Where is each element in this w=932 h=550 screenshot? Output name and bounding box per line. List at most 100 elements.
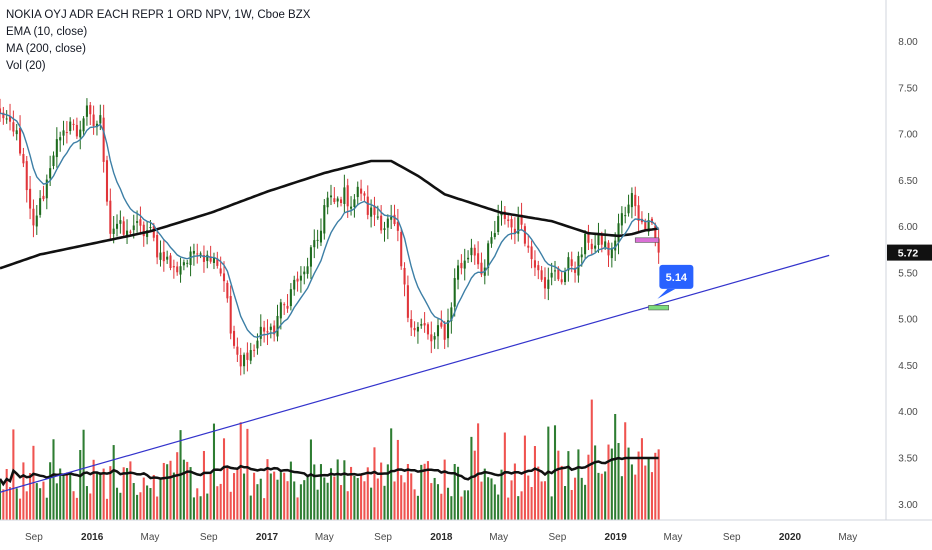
candle[interactable]: [627, 194, 630, 217]
candle[interactable]: [463, 248, 466, 281]
candle[interactable]: [553, 260, 557, 281]
candle[interactable]: [443, 320, 446, 349]
candle[interactable]: [8, 103, 12, 131]
annotations[interactable]: 5.14: [634, 237, 694, 311]
candle[interactable]: [323, 199, 326, 240]
candle[interactable]: [29, 175, 32, 220]
candle[interactable]: [102, 104, 105, 173]
candle[interactable]: [326, 191, 329, 215]
candle[interactable]: [550, 262, 553, 286]
time-axis[interactable]: Sep 2016 May Sep 2017 May Sep 2018 May Sep 2019 May…: [25, 532, 857, 543]
candle[interactable]: [209, 245, 212, 264]
candle[interactable]: [176, 261, 179, 276]
candle[interactable]: [246, 342, 249, 372]
candle[interactable]: [406, 275, 409, 323]
last-price-marker[interactable]: [887, 244, 932, 261]
legend-ma[interactable]: MA (200, close): [6, 43, 86, 55]
candle[interactable]: [189, 246, 192, 277]
candle[interactable]: [497, 204, 500, 236]
price-box[interactable]: [648, 305, 669, 311]
candle[interactable]: [433, 332, 436, 349]
candle[interactable]: [212, 252, 216, 270]
candle[interactable]: [65, 120, 68, 144]
candle[interactable]: [259, 314, 262, 347]
candle[interactable]: [306, 257, 309, 279]
candle[interactable]: [487, 240, 490, 276]
candle[interactable]: [594, 233, 597, 253]
candle[interactable]: [79, 120, 82, 150]
candle[interactable]: [273, 320, 276, 342]
candle[interactable]: [69, 117, 72, 135]
candle[interactable]: [239, 347, 242, 376]
candle[interactable]: [303, 266, 306, 285]
candle[interactable]: [139, 206, 142, 235]
candle[interactable]: [503, 205, 506, 225]
candle[interactable]: [460, 254, 463, 275]
candle[interactable]: [253, 344, 256, 358]
candle[interactable]: [62, 120, 65, 146]
candle[interactable]: [396, 208, 399, 242]
price-box[interactable]: [634, 237, 659, 243]
candle[interactable]: [85, 98, 88, 126]
candle[interactable]: [156, 228, 159, 265]
candle[interactable]: [637, 196, 640, 232]
candle[interactable]: [82, 116, 85, 136]
candle[interactable]: [216, 251, 219, 269]
candle[interactable]: [35, 205, 38, 235]
candle[interactable]: [574, 261, 577, 283]
candle[interactable]: [329, 184, 333, 206]
candle[interactable]: [89, 101, 92, 126]
candle[interactable]: [309, 245, 312, 280]
candle[interactable]: [416, 322, 419, 344]
candle[interactable]: [363, 191, 366, 201]
candle[interactable]: [186, 259, 189, 268]
candle[interactable]: [266, 319, 269, 346]
candle[interactable]: [25, 155, 28, 203]
candle[interactable]: [383, 221, 386, 242]
candle[interactable]: [450, 302, 453, 334]
candle[interactable]: [263, 320, 266, 343]
candle[interactable]: [470, 238, 473, 263]
candle[interactable]: [467, 250, 470, 263]
candle[interactable]: [490, 231, 493, 248]
candle[interactable]: [169, 252, 172, 271]
candle[interactable]: [547, 267, 550, 301]
candle[interactable]: [42, 185, 45, 202]
candle[interactable]: [233, 325, 236, 349]
candle[interactable]: [423, 312, 426, 333]
candle[interactable]: [584, 230, 587, 259]
candle[interactable]: [390, 204, 393, 230]
candle[interactable]: [410, 310, 413, 336]
candle[interactable]: [166, 250, 169, 264]
candle[interactable]: [92, 105, 95, 135]
candle[interactable]: [604, 229, 607, 250]
candle[interactable]: [243, 352, 246, 375]
candle[interactable]: [393, 204, 396, 227]
candle[interactable]: [647, 212, 650, 236]
candle[interactable]: [624, 206, 627, 224]
candle[interactable]: [507, 213, 510, 228]
candle[interactable]: [560, 272, 563, 285]
candle[interactable]: [283, 302, 286, 315]
price-axis[interactable]: 8.00 7.50 7.00 6.50 6.00 5.50 5.00 4.50 4.00 3.50…: [887, 37, 932, 511]
candle[interactable]: [634, 186, 637, 217]
legend-ema[interactable]: EMA (10, close): [6, 26, 88, 38]
candle[interactable]: [386, 214, 389, 240]
candle[interactable]: [530, 240, 533, 269]
candle[interactable]: [293, 275, 296, 296]
candle[interactable]: [199, 251, 202, 259]
candle[interactable]: [142, 221, 145, 247]
candle[interactable]: [333, 187, 336, 205]
candle[interactable]: [473, 244, 476, 265]
candle[interactable]: [360, 179, 363, 201]
candle[interactable]: [2, 106, 5, 125]
candle[interactable]: [0, 98, 2, 122]
candle[interactable]: [336, 196, 339, 208]
candle[interactable]: [517, 206, 520, 242]
candle[interactable]: [22, 147, 25, 168]
candle[interactable]: [513, 217, 516, 245]
candle[interactable]: [59, 131, 62, 152]
candle[interactable]: [12, 110, 15, 137]
candle[interactable]: [119, 210, 122, 234]
candle[interactable]: [226, 280, 229, 303]
